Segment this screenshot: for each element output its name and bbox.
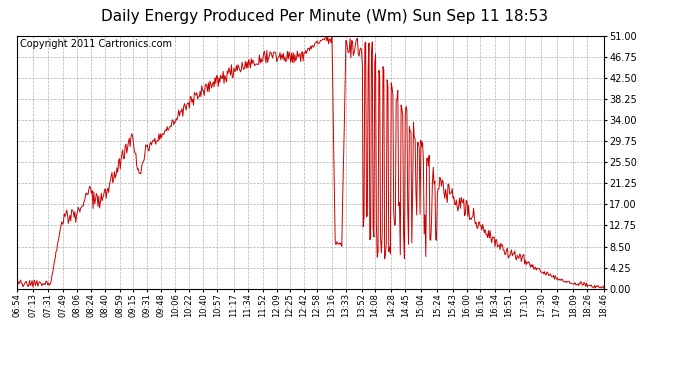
Text: Copyright 2011 Cartronics.com: Copyright 2011 Cartronics.com (20, 39, 172, 50)
Text: Daily Energy Produced Per Minute (Wm) Sun Sep 11 18:53: Daily Energy Produced Per Minute (Wm) Su… (101, 9, 548, 24)
